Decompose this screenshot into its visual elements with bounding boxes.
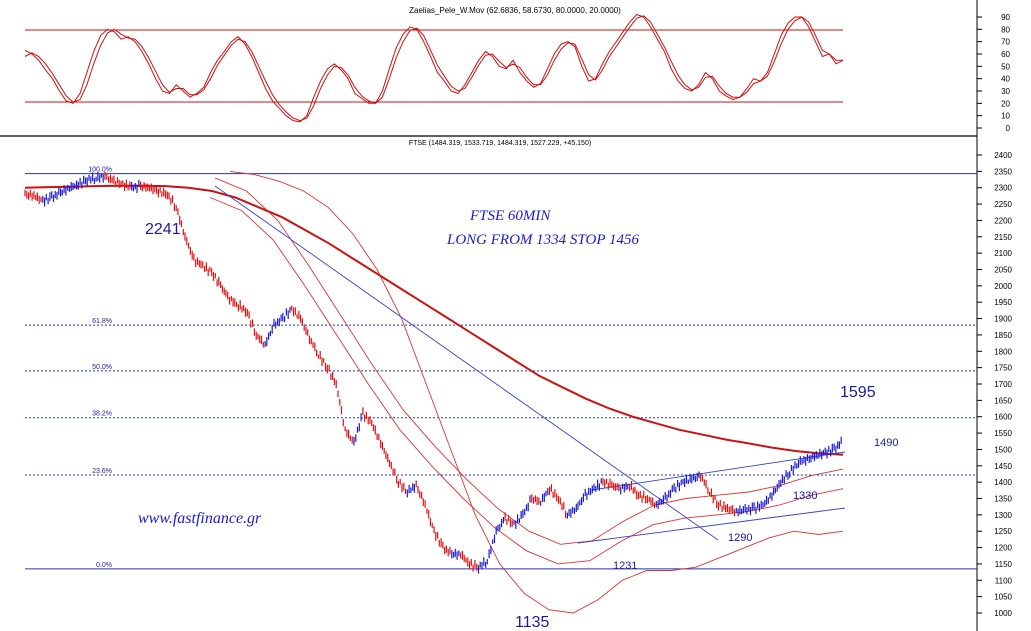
fib-level-label: 0.0% — [96, 562, 112, 569]
price-tick-label: 1800 — [994, 347, 1012, 356]
osc-tick-label: 90 — [1001, 13, 1010, 22]
price-tick-label: 2250 — [994, 200, 1012, 209]
price-tick-label: 1450 — [994, 462, 1012, 471]
price-tick-label: 1050 — [994, 593, 1012, 602]
osc-tick-label: 20 — [1001, 99, 1010, 108]
osc-tick-label: 70 — [1001, 38, 1010, 47]
fib-level-label: 23.6% — [92, 468, 112, 475]
price-tick-label: 1550 — [994, 429, 1012, 438]
channel-lower-line — [577, 507, 846, 544]
label-1595: 1595 — [840, 384, 876, 401]
price-tick-label: 1100 — [995, 576, 1013, 585]
price-tick-label: 1400 — [994, 478, 1012, 487]
osc-tick-label: 60 — [1001, 50, 1010, 59]
oscillator-fast-line — [24, 13, 844, 123]
price-tick-label: 1600 — [994, 413, 1012, 422]
price-tick-label: 2100 — [994, 249, 1012, 258]
osc-tick-label: 30 — [1001, 87, 1010, 96]
osc-tick-label: 0 — [1006, 124, 1011, 133]
price-tick-label: 1200 — [994, 544, 1012, 553]
oscillator-title: Zaelias_Pele_W.Mov (62.6836, 58.6730, 80… — [409, 6, 621, 15]
price-bars — [24, 171, 842, 574]
price-tick-label: 2200 — [994, 216, 1012, 225]
price-title: FTSE (1484.319, 1533.719, 1484.319, 1527… — [409, 140, 591, 147]
osc-tick-label: 50 — [1001, 62, 1010, 71]
label-1330: 1330 — [793, 490, 817, 502]
label-2241: 2241 — [145, 221, 181, 238]
note-line-1: FTSE 60MIN — [469, 208, 551, 224]
price-tick-label: 2150 — [994, 233, 1012, 242]
price-tick-label: 2000 — [994, 282, 1012, 291]
osc-tick-label: 80 — [1001, 25, 1010, 34]
price-tick-label: 1350 — [994, 495, 1012, 504]
price-tick-label: 2050 — [994, 266, 1012, 275]
price-tick-label: 1150 — [995, 560, 1013, 569]
price-tick-label: 1900 — [994, 315, 1012, 324]
oscillator-y-axis: 0 10 20 30 40 50 60 70 80 90 — [977, 13, 1011, 133]
osc-tick-label: 10 — [1001, 112, 1010, 121]
price-tick-label: 1000 — [994, 609, 1012, 618]
price-pane: FTSE (1484.319, 1533.719, 1484.319, 1527… — [24, 140, 1013, 631]
osc-tick-label: 40 — [1001, 75, 1010, 84]
price-tick-label: 1950 — [994, 298, 1012, 307]
price-tick-label: 2300 — [994, 184, 1012, 193]
price-y-axis: 1000 1050 1100 1150 1200 1250 1300 1350 1400 1450… — [977, 151, 1013, 618]
label-1135: 1135 — [515, 614, 550, 631]
channel-upper-line — [591, 451, 846, 491]
price-tick-label: 2350 — [994, 167, 1012, 176]
price-tick-label: 1300 — [994, 511, 1012, 520]
label-1231: 1231 — [613, 560, 637, 572]
website-watermark: www.fastfinance.gr — [138, 510, 262, 527]
lower-band — [209, 197, 844, 565]
price-tick-label: 1850 — [994, 331, 1012, 340]
price-tick-label: 1700 — [994, 380, 1012, 389]
fib-level-label: 100.0% — [88, 167, 112, 174]
price-tick-label: 1650 — [994, 396, 1012, 405]
label-1490: 1490 — [874, 437, 898, 449]
upper-band — [229, 170, 844, 614]
price-tick-label: 1250 — [994, 527, 1012, 536]
price-tick-label: 1750 — [994, 364, 1012, 373]
price-tick-label: 2400 — [994, 151, 1012, 160]
note-line-2: LONG FROM 1334 STOP 1456 — [446, 232, 639, 248]
label-1290: 1290 — [728, 532, 752, 544]
price-tick-label: 1500 — [994, 445, 1012, 454]
oscillator-slow-line — [24, 15, 843, 122]
fib-level-label: 61.8% — [92, 318, 112, 325]
fib-level-label: 38.2% — [92, 411, 112, 418]
fib-level-label: 50.0% — [92, 364, 112, 371]
oscillator-pane: Zaelias_Pele_W.Mov (62.6836, 58.6730, 80… — [24, 6, 1011, 133]
moving-average-line — [24, 184, 844, 456]
downtrend-line — [214, 185, 719, 541]
inner-band — [214, 177, 844, 545]
fibonacci-levels: 100.0% 61.8% 50.0% 38.2% 23.6% 0.0% — [25, 167, 977, 570]
